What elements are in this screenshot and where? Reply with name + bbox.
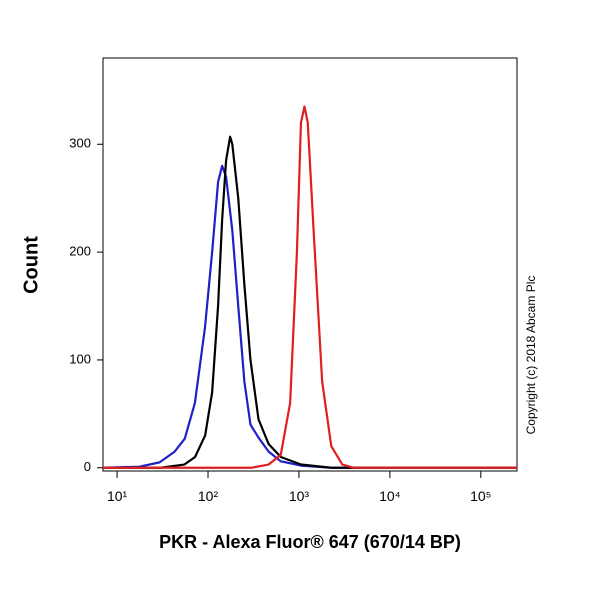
x-axis-title: PKR - Alexa Fluor® 647 (670/14 BP) (159, 532, 461, 552)
x-tick-label: 10¹ (107, 488, 128, 504)
histogram-line (103, 105, 517, 469)
y-axis-title: Count (20, 236, 42, 294)
x-tick-label: 10⁵ (470, 488, 491, 504)
x-tick-label: 10² (198, 488, 219, 504)
histogram-line (102, 164, 517, 469)
y-tick-label: 0 (84, 459, 91, 474)
y-tick-label: 300 (69, 136, 91, 151)
copyright: Copyright (c) 2018 Abcam Plc (524, 276, 538, 435)
x-tick-label: 10³ (289, 488, 310, 504)
plot-frame (102, 57, 518, 472)
y-tick-label: 100 (69, 351, 91, 366)
histogram-line (103, 135, 517, 469)
x-tick-label: 10⁴ (379, 488, 401, 504)
y-tick-label: 200 (69, 244, 91, 259)
